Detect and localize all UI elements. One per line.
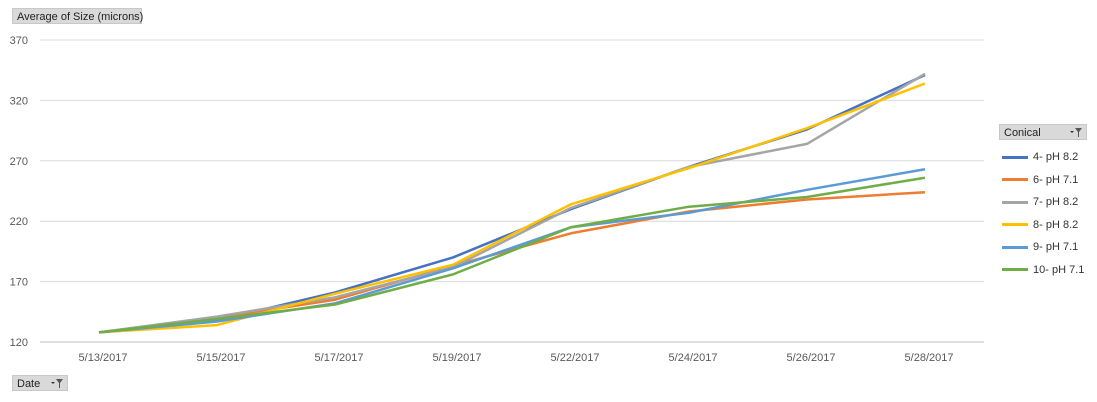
x-tick-label: 5/28/2017 bbox=[905, 352, 954, 364]
series-line bbox=[98, 82, 926, 334]
y-tick-label: 270 bbox=[10, 156, 28, 168]
y-tick-label: 370 bbox=[10, 35, 28, 47]
series-line bbox=[98, 73, 926, 334]
legend-swatch bbox=[1002, 200, 1028, 204]
legend-item: 10- pH 7.1 bbox=[1002, 259, 1084, 282]
y-field-button[interactable]: Average of Size (microns) bbox=[12, 8, 144, 24]
y-tick-label: 120 bbox=[10, 337, 28, 349]
series-line bbox=[98, 190, 926, 334]
legend-item: 9- pH 7.1 bbox=[1002, 236, 1084, 259]
series-line bbox=[98, 72, 926, 334]
y-field-label: Average of Size (microns) bbox=[17, 11, 144, 23]
legend-item: 6- pH 7.1 bbox=[1002, 169, 1084, 192]
x-tick-label: 5/22/2017 bbox=[551, 352, 600, 364]
chart-legend: 4- pH 8.2 6- pH 7.1 7- pH 8.2 8- pH 8.2 9- p… bbox=[1002, 146, 1084, 281]
legend-item: 4- pH 8.2 bbox=[1002, 146, 1084, 169]
legend-label: 7- pH 8.2 bbox=[1033, 196, 1079, 209]
legend-swatch bbox=[1002, 155, 1028, 159]
x-tick-label: 5/17/2017 bbox=[315, 352, 364, 364]
legend-item: 8- pH 8.2 bbox=[1002, 214, 1084, 237]
legend-field-label: Conical bbox=[1004, 127, 1041, 139]
filter-dropdown-icon[interactable] bbox=[50, 378, 64, 389]
legend-swatch bbox=[1002, 178, 1028, 182]
series-line bbox=[98, 176, 926, 334]
x-tick-label: 5/24/2017 bbox=[669, 352, 718, 364]
y-tick-label: 170 bbox=[10, 277, 28, 289]
x-tick-label: 5/19/2017 bbox=[433, 352, 482, 364]
legend-swatch bbox=[1002, 223, 1028, 227]
legend-label: 6- pH 7.1 bbox=[1033, 173, 1079, 186]
legend-label: 8- pH 8.2 bbox=[1033, 218, 1079, 231]
x-field-button[interactable]: Date bbox=[12, 375, 68, 391]
series-line bbox=[98, 168, 926, 334]
x-tick-label: 5/15/2017 bbox=[197, 352, 246, 364]
legend-label: 4- pH 8.2 bbox=[1033, 151, 1079, 164]
y-tick-label: 320 bbox=[10, 95, 28, 107]
legend-item: 7- pH 8.2 bbox=[1002, 191, 1084, 214]
legend-swatch bbox=[1002, 245, 1028, 249]
legend-label: 9- pH 7.1 bbox=[1033, 241, 1079, 254]
x-field-label: Date bbox=[17, 378, 41, 390]
legend-swatch bbox=[1002, 268, 1028, 272]
filter-dropdown-icon[interactable] bbox=[1069, 127, 1083, 138]
x-tick-label: 5/13/2017 bbox=[79, 352, 128, 364]
legend-field-button[interactable]: Conical bbox=[999, 124, 1087, 140]
x-tick-label: 5/26/2017 bbox=[787, 352, 836, 364]
legend-label: 10- pH 7.1 bbox=[1033, 263, 1085, 276]
y-tick-label: 220 bbox=[10, 216, 28, 228]
